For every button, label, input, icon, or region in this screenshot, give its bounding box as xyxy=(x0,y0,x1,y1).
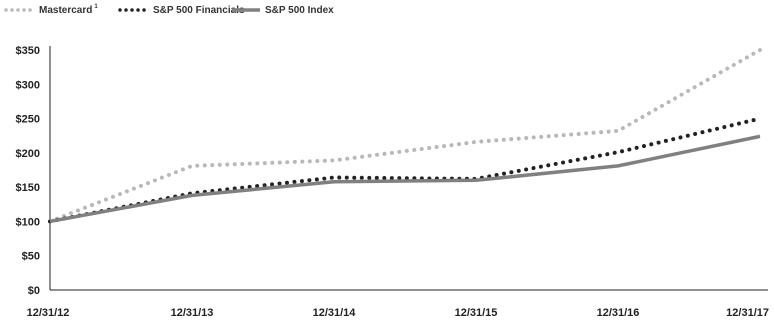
axes xyxy=(49,46,768,291)
legend-label-2: S&P 500 Financials xyxy=(153,5,245,16)
legend-label-1: Mastercard xyxy=(39,5,92,16)
y-tick-label: $100 xyxy=(16,216,40,228)
series-line-2 xyxy=(48,116,762,224)
series-line-1 xyxy=(48,48,762,224)
y-tick-label: $300 xyxy=(16,79,40,91)
tick-labels: $0 $50 $100 $150 $200 $250 $300 $350 12/31/12 12/… xyxy=(16,45,769,319)
x-tick-label: 12/31/17 xyxy=(726,307,769,319)
x-tick-label: 12/31/13 xyxy=(171,307,214,319)
y-tick-label: $150 xyxy=(16,182,40,194)
x-tick-label: 12/31/14 xyxy=(313,307,357,319)
y-tick-label: $350 xyxy=(16,45,40,57)
y-tick-label: $0 xyxy=(28,285,40,297)
y-tick-label: $250 xyxy=(16,114,40,126)
legend-label-3: S&P 500 Index xyxy=(265,5,334,16)
x-tick-label: 12/31/16 xyxy=(597,307,640,319)
x-tick-label: 12/31/12 xyxy=(27,307,70,319)
y-tick-label: $50 xyxy=(22,251,40,263)
y-tick-label: $200 xyxy=(16,148,40,160)
series-layer xyxy=(48,48,762,224)
x-tick-label: 12/31/15 xyxy=(455,307,498,319)
legend-superscript-1: 1 xyxy=(94,4,98,10)
legend: Mastercard 1 S&P 500 Financials S&P 500 Ind… xyxy=(4,4,334,16)
series-line-3 xyxy=(49,134,761,224)
